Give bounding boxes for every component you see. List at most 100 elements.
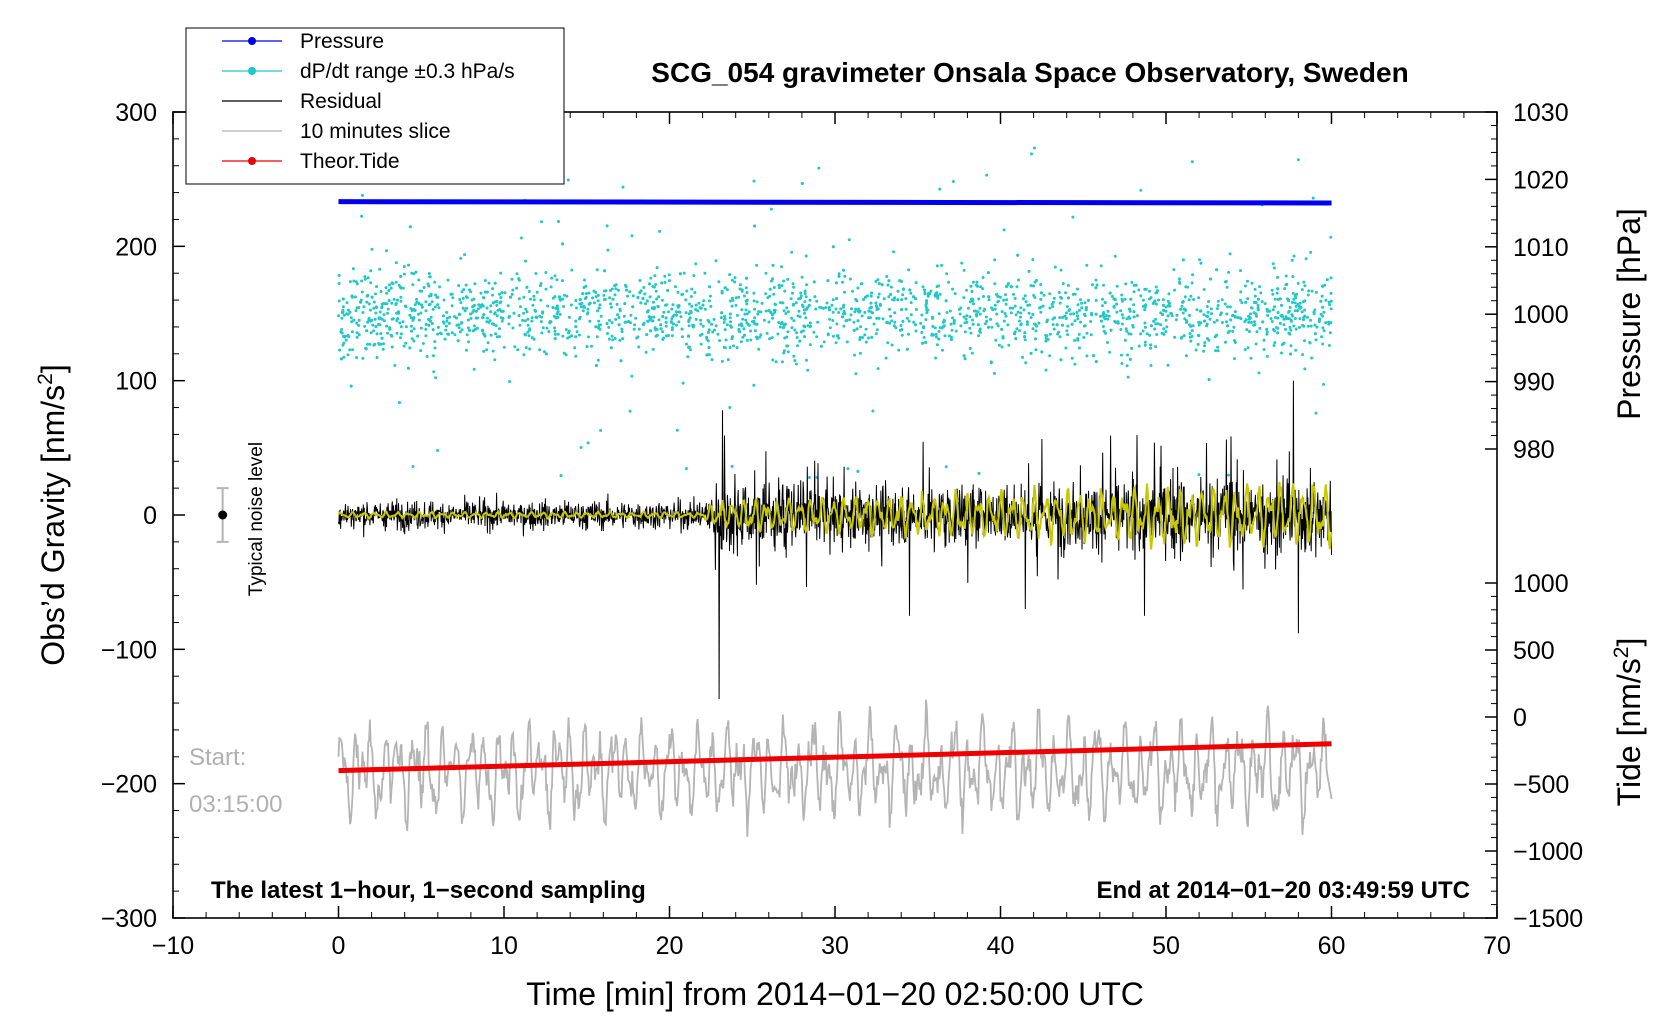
dpdt-point bbox=[1145, 332, 1149, 336]
dpdt-point bbox=[1046, 318, 1049, 322]
pressure-axis-title: Pressure [hPa] bbox=[1611, 208, 1647, 420]
dpdt-point bbox=[929, 289, 933, 293]
dpdt-point bbox=[1000, 327, 1004, 331]
dpdt-point bbox=[1177, 277, 1181, 281]
dpdt-point bbox=[574, 299, 578, 302]
dpdt-point bbox=[971, 299, 975, 302]
dpdt-point bbox=[1203, 344, 1207, 348]
dpdt-point bbox=[711, 330, 715, 334]
dpdt-point bbox=[471, 305, 475, 309]
dpdt-point bbox=[1157, 298, 1161, 302]
dpdt-point bbox=[564, 328, 568, 332]
dpdt-point bbox=[1066, 333, 1070, 337]
dpdt-point bbox=[341, 343, 345, 347]
dpdt-point bbox=[710, 322, 714, 326]
dpdt-point bbox=[707, 320, 711, 324]
dpdt-point bbox=[680, 335, 684, 339]
dpdt-point bbox=[968, 326, 972, 330]
dpdt-point bbox=[949, 338, 953, 342]
dpdt-point bbox=[978, 306, 982, 310]
dpdt-point bbox=[997, 343, 1001, 347]
dpdt-point bbox=[718, 339, 722, 343]
dpdt-point bbox=[827, 308, 831, 312]
dpdt-point bbox=[420, 289, 424, 293]
dpdt-point bbox=[458, 312, 462, 316]
dpdt-point bbox=[513, 345, 517, 349]
dpdt-point bbox=[383, 302, 387, 306]
dpdt-point bbox=[1303, 308, 1307, 312]
dpdt-point bbox=[948, 309, 952, 313]
dpdt-point bbox=[921, 285, 925, 289]
dpdt-point bbox=[733, 276, 737, 280]
dpdt-point bbox=[848, 318, 852, 322]
dpdt-point bbox=[510, 292, 514, 296]
dpdt-point bbox=[962, 315, 966, 319]
dpdt-point bbox=[1121, 316, 1125, 320]
dpdt-point bbox=[1304, 257, 1308, 261]
dpdt-point bbox=[834, 307, 838, 311]
dpdt-point bbox=[431, 307, 435, 311]
dpdt-point bbox=[646, 319, 650, 323]
dpdt-point bbox=[368, 308, 372, 312]
dpdt-point bbox=[791, 282, 795, 286]
dpdt-point bbox=[1199, 309, 1203, 313]
dpdt-point bbox=[826, 279, 830, 283]
dpdt-point bbox=[1302, 324, 1306, 328]
dpdt-point bbox=[774, 360, 778, 364]
dpdt-point bbox=[803, 289, 807, 293]
x-tick-label: 50 bbox=[1152, 932, 1180, 960]
dpdt-point bbox=[990, 306, 994, 310]
dpdt-point bbox=[597, 323, 601, 327]
dpdt-point bbox=[474, 309, 478, 313]
dpdt-point bbox=[993, 307, 997, 311]
dpdt-point bbox=[1244, 300, 1248, 304]
dpdt-point bbox=[1017, 278, 1020, 282]
dpdt-point bbox=[987, 298, 991, 302]
dpdt-point bbox=[668, 279, 671, 283]
dpdt-point bbox=[1144, 303, 1148, 307]
dpdt-point bbox=[660, 298, 664, 302]
pressure-tick-label: 990 bbox=[1513, 369, 1555, 397]
dpdt-point bbox=[1066, 296, 1070, 300]
dpdt-point bbox=[730, 296, 734, 300]
dpdt-point bbox=[835, 322, 839, 326]
dpdt-point bbox=[1189, 294, 1193, 298]
dpdt-point bbox=[666, 289, 670, 292]
dpdt-point bbox=[1302, 315, 1306, 319]
dpdt-point bbox=[1013, 296, 1017, 300]
dpdt-point bbox=[510, 277, 514, 281]
dpdt-point bbox=[549, 320, 553, 324]
dpdt-point bbox=[958, 312, 962, 316]
dpdt-point bbox=[450, 331, 454, 335]
dpdt-point bbox=[1203, 341, 1207, 345]
dpdt-point bbox=[986, 271, 990, 275]
dpdt-point bbox=[642, 286, 646, 289]
dpdt-point bbox=[858, 338, 862, 342]
dpdt-point bbox=[948, 334, 951, 338]
dpdt-point bbox=[793, 328, 797, 332]
dpdt-point bbox=[1215, 318, 1219, 322]
dpdt-point bbox=[1216, 299, 1220, 303]
dpdt-point bbox=[380, 317, 384, 321]
dpdt-point bbox=[1128, 307, 1131, 311]
dpdt-point bbox=[846, 467, 850, 471]
dpdt-point bbox=[730, 304, 734, 308]
dpdt-point bbox=[1225, 320, 1228, 324]
dpdt-point bbox=[894, 326, 898, 330]
dpdt-point bbox=[413, 303, 417, 307]
dpdt-point bbox=[1258, 326, 1262, 330]
dpdt-point bbox=[837, 311, 841, 314]
dpdt-point bbox=[527, 334, 531, 338]
dpdt-point bbox=[1044, 333, 1048, 337]
dpdt-point bbox=[616, 313, 619, 317]
dpdt-point bbox=[771, 312, 775, 316]
dpdt-point bbox=[757, 310, 761, 314]
dpdt-point bbox=[560, 279, 564, 283]
dpdt-point bbox=[602, 293, 606, 297]
dpdt-point bbox=[1247, 320, 1251, 324]
dpdt-point bbox=[1174, 318, 1178, 322]
dpdt-point bbox=[699, 318, 703, 322]
dpdt-point bbox=[778, 301, 782, 304]
dpdt-point bbox=[937, 284, 940, 288]
dpdt-point bbox=[464, 348, 468, 352]
